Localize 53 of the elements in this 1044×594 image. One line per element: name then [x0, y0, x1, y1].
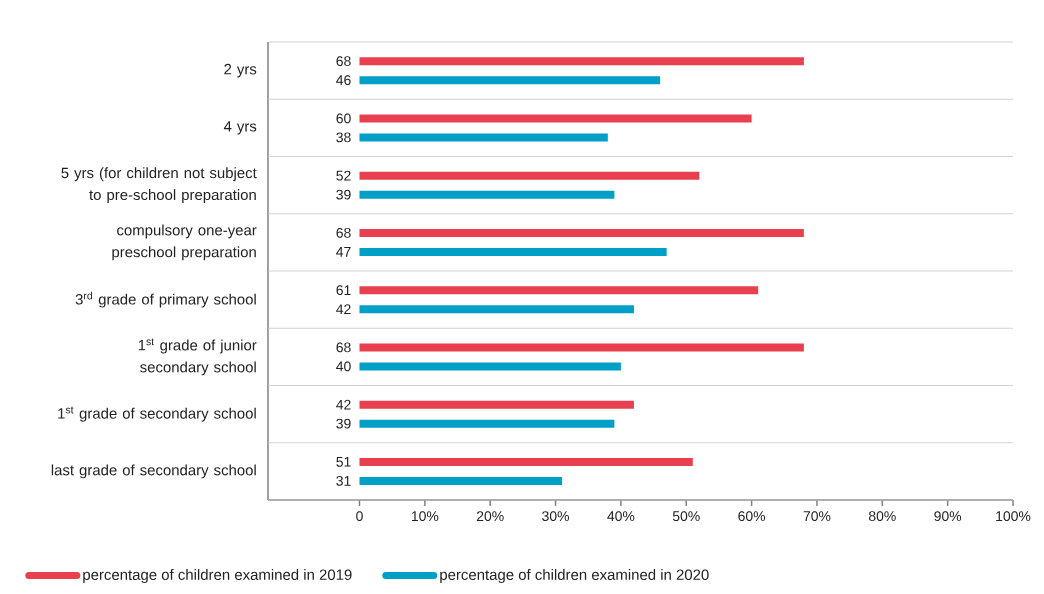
y-tick-label: 3$^{rd}$ grade of primary school: [75, 291, 256, 308]
data-label: 68: [336, 227, 351, 238]
x-tick-label: 60%: [738, 511, 766, 522]
bar: [359, 457, 693, 466]
data-label: 38: [336, 132, 351, 143]
data-label: 68: [336, 342, 351, 353]
bar: [359, 400, 634, 409]
bar: [359, 419, 615, 428]
y-tick-label: 5 yrs (for children not subject to pre-school preparation: [61, 167, 257, 204]
x-tick-label: 90%: [934, 511, 962, 522]
x-tick-label: 10%: [411, 511, 439, 522]
data-label: 39: [336, 189, 351, 200]
bar: [359, 247, 667, 256]
bar: [359, 76, 661, 85]
x-tick-label: 50%: [672, 511, 700, 522]
bar: [359, 114, 752, 123]
y-tick-label: 2 yrs: [224, 63, 257, 78]
data-label: 42: [336, 399, 351, 410]
x-tick-label: 100%: [996, 511, 1031, 522]
data-label: 51: [336, 457, 351, 467]
data-label: 42: [336, 304, 351, 314]
legend-label: percentage of children examined in 2019: [83, 569, 352, 583]
data-label: 61: [336, 285, 351, 296]
bar: [359, 228, 804, 237]
data-label: 39: [336, 418, 351, 429]
legend-label: percentage of children examined in 2020: [440, 569, 709, 583]
x-tick-label: 80%: [868, 511, 896, 522]
data-label: 68: [336, 56, 351, 67]
y-tick-label: 4 yrs: [223, 121, 257, 135]
bar: [359, 171, 700, 180]
y-tick-label: last grade of secondary school: [51, 464, 256, 479]
data-label: 52: [336, 170, 351, 181]
y-tick-label: 1$^{st}$ grade of secondary school: [58, 406, 256, 422]
y-tick-label: 1$^{st}$ grade of junior secondary school: [138, 338, 257, 376]
data-label: 60: [336, 113, 351, 124]
data-label: 47: [336, 247, 351, 257]
x-tick-label: 40%: [607, 511, 635, 522]
x-tick-label: 0: [356, 511, 363, 522]
bar: [359, 305, 634, 314]
bar: [359, 362, 621, 371]
x-tick-label: 20%: [476, 511, 504, 522]
bar: [359, 190, 615, 199]
x-tick-label: 70%: [803, 511, 831, 522]
data-label: 46: [336, 75, 351, 86]
bar: [359, 133, 608, 142]
data-label: 40: [336, 361, 351, 372]
bar: [359, 57, 804, 66]
x-tick-label: 30%: [542, 511, 569, 522]
bar: [359, 476, 563, 485]
y-tick-label: compulsory one-year preschool preparation: [112, 224, 257, 261]
data-label: 31: [336, 475, 351, 486]
bar: [359, 286, 759, 295]
bar: [359, 343, 804, 352]
